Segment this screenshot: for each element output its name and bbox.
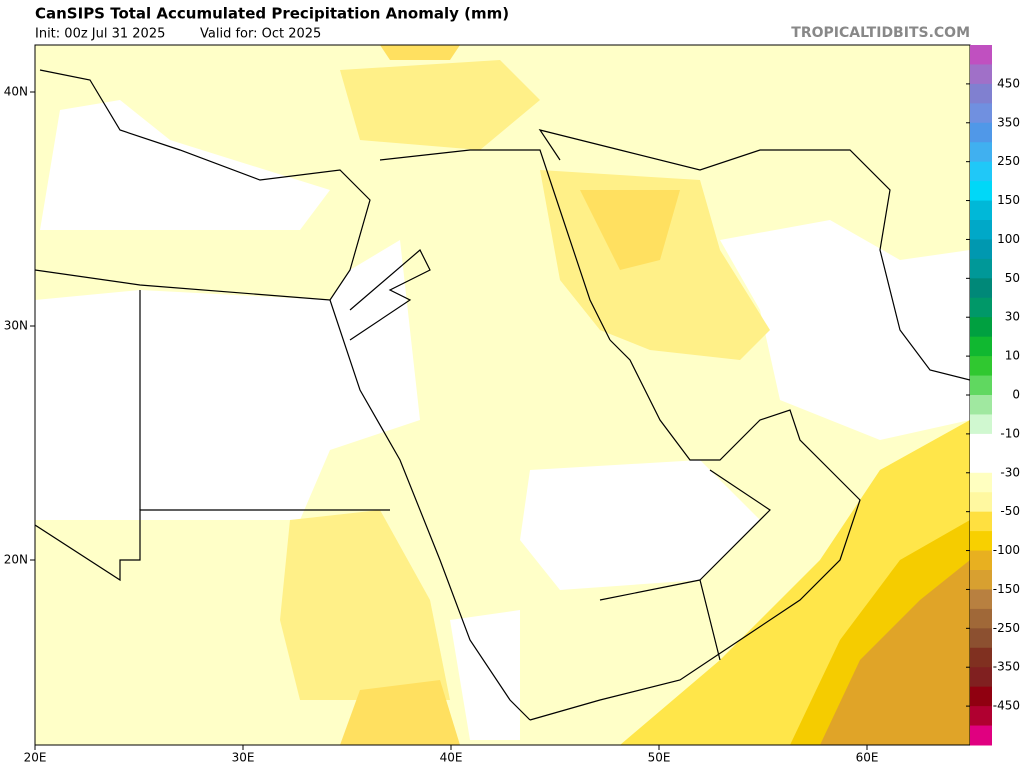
colorbar-swatch bbox=[970, 317, 992, 338]
colorbar-swatch bbox=[970, 589, 992, 610]
colorbar-swatch bbox=[970, 181, 992, 202]
colorbar-label: 100 bbox=[997, 232, 1020, 246]
colorbar-swatch bbox=[970, 608, 992, 629]
colorbar-swatch bbox=[970, 472, 992, 493]
colorbar-swatch bbox=[970, 161, 992, 182]
colorbar-swatch bbox=[970, 122, 992, 143]
colorbar-label: 250 bbox=[997, 154, 1020, 168]
colorbar-swatch bbox=[970, 628, 992, 649]
colorbar-swatch bbox=[970, 64, 992, 85]
colorbar-swatch bbox=[970, 356, 992, 377]
lon-label: 30E bbox=[232, 751, 255, 765]
lat-label: 30N bbox=[4, 319, 28, 333]
colorbar-label: -30 bbox=[1000, 465, 1020, 479]
colorbar-label: 150 bbox=[997, 193, 1020, 207]
colorbar-swatch bbox=[970, 414, 992, 435]
lat-label: 20N bbox=[4, 553, 28, 567]
init-time: Init: 00z Jul 31 2025 bbox=[35, 27, 165, 42]
lon-label: 50E bbox=[648, 751, 671, 765]
lon-label: 40E bbox=[440, 751, 463, 765]
colorbar-swatch bbox=[970, 258, 992, 279]
colorbar-swatch bbox=[970, 706, 992, 727]
colorbar-swatch bbox=[970, 570, 992, 590]
colorbar-swatch bbox=[970, 647, 992, 668]
lon-label: 60E bbox=[856, 751, 879, 765]
colorbar-label: -10 bbox=[1000, 426, 1020, 440]
colorbar-label: -250 bbox=[993, 621, 1020, 635]
colorbar-swatch bbox=[970, 375, 992, 396]
colorbar-swatch bbox=[970, 511, 992, 532]
colorbar-label: 0 bbox=[1012, 388, 1020, 402]
colorbar-label: 450 bbox=[997, 76, 1020, 90]
colorbar-label: 50 bbox=[1005, 271, 1020, 285]
colorbar-swatch bbox=[970, 686, 992, 707]
colorbar-swatch bbox=[970, 336, 992, 357]
colorbar-label: -50 bbox=[1000, 504, 1020, 518]
colorbar-swatch bbox=[970, 45, 992, 65]
colorbar-label: -350 bbox=[993, 660, 1020, 674]
colorbar-label: -150 bbox=[993, 582, 1020, 596]
colorbar-label: 350 bbox=[997, 115, 1020, 129]
colorbar-swatch bbox=[970, 239, 992, 260]
valid-time: Valid for: Oct 2025 bbox=[200, 27, 321, 42]
map-field bbox=[34, 44, 971, 746]
colorbar-label: -450 bbox=[993, 699, 1020, 713]
colorbar-swatch bbox=[970, 278, 992, 299]
watermark: TROPICALTIDBITS.COM bbox=[791, 25, 970, 41]
colorbar-label: 30 bbox=[1005, 310, 1020, 324]
colorbar-swatch bbox=[970, 395, 992, 415]
colorbar-swatch bbox=[970, 220, 992, 240]
colorbar-swatch bbox=[970, 550, 992, 571]
colorbar-swatch bbox=[970, 142, 992, 163]
title: CanSIPS Total Accumulated Precipitation … bbox=[35, 5, 509, 23]
colorbar-label: 10 bbox=[1005, 349, 1020, 363]
colorbar-swatch bbox=[970, 83, 992, 104]
colorbar-swatch bbox=[970, 492, 992, 513]
colorbar-swatch bbox=[970, 453, 992, 474]
lat-label: 40N bbox=[4, 85, 28, 99]
colorbar-swatch bbox=[970, 297, 992, 318]
colorbar-swatch bbox=[970, 667, 992, 688]
colorbar-swatch bbox=[970, 725, 992, 746]
colorbar-swatch bbox=[970, 200, 992, 221]
colorbar-swatch bbox=[970, 433, 992, 454]
colorbar-swatch bbox=[970, 531, 992, 552]
colorbar-swatch bbox=[970, 103, 992, 124]
colorbar-label: -100 bbox=[993, 543, 1020, 557]
lon-label: 20E bbox=[24, 751, 47, 765]
